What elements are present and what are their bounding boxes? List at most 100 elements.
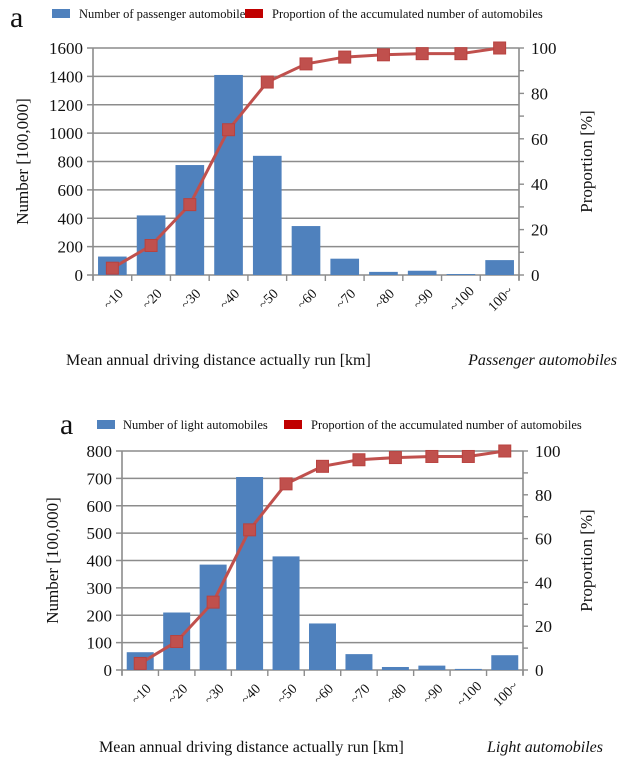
y-tick-label: 300	[87, 579, 113, 598]
line-marker	[498, 444, 512, 458]
x-tick-label: ~50	[256, 287, 282, 313]
line-marker	[206, 595, 220, 609]
y-tick-label: 200	[87, 606, 113, 625]
y2-tick-label: 80	[535, 486, 552, 505]
x-tick-label: ~70	[348, 682, 374, 708]
y2-axis-title: Proportion [%]	[577, 110, 596, 212]
line-marker	[338, 50, 352, 64]
line-marker	[133, 656, 147, 670]
line-marker	[316, 459, 329, 473]
bar	[345, 654, 373, 670]
x-tick-label: ~80	[384, 682, 410, 708]
x-tick-label: ~30	[202, 682, 228, 708]
legend-label-line: Proportion of the accumulated number of …	[311, 418, 582, 432]
y2-tick-label: 100	[531, 39, 557, 58]
y2-tick-label: 40	[535, 573, 552, 592]
bar	[485, 260, 514, 275]
y-tick-label: 1000	[49, 124, 83, 143]
bar	[175, 165, 205, 275]
legend-swatch-line	[245, 9, 263, 18]
line-marker	[454, 47, 468, 61]
line-marker	[461, 449, 475, 463]
y2-tick-label: 60	[535, 530, 552, 549]
panel-label: a	[60, 408, 73, 441]
x-tick-label: ~90	[420, 682, 446, 708]
bar	[291, 226, 321, 275]
line-marker	[260, 75, 274, 89]
chart-caption: Passenger automobiles	[467, 352, 617, 369]
y-tick-label: 1600	[49, 39, 83, 58]
legend-swatch-line	[284, 420, 302, 429]
bar	[252, 155, 282, 275]
bar	[454, 668, 482, 670]
line-marker	[388, 451, 402, 465]
line-marker	[493, 41, 507, 55]
x-tick-label: ~60	[311, 682, 337, 708]
x-tick-label: ~10	[129, 682, 155, 708]
bar	[214, 74, 243, 275]
x-tick-label: ~40	[217, 287, 243, 313]
y2-tick-label: 0	[535, 661, 544, 680]
x-axis-title: Mean annual driving distance actually ru…	[99, 739, 404, 756]
line-marker	[222, 123, 236, 137]
y-tick-label: 600	[58, 181, 84, 200]
x-tick-label: ~60	[295, 287, 321, 313]
y-tick-label: 800	[58, 153, 84, 172]
x-tick-label: ~50	[275, 682, 301, 708]
y2-tick-label: 20	[531, 221, 548, 240]
y-tick-label: 0	[75, 266, 84, 285]
line-marker	[243, 523, 257, 537]
x-tick-label: ~90	[411, 287, 437, 313]
line-marker	[352, 453, 366, 467]
line-marker	[105, 261, 119, 275]
bar	[381, 666, 409, 670]
legend-label-bars: Number of light automobiles	[123, 418, 268, 432]
x-tick-label: ~80	[372, 287, 398, 313]
x-tick-label: 100~	[491, 679, 522, 710]
bar	[272, 556, 300, 670]
bar	[330, 258, 360, 275]
y-tick-label: 100	[87, 634, 113, 653]
y-tick-label: 0	[104, 661, 113, 680]
y2-tick-label: 40	[531, 175, 548, 194]
y-tick-label: 600	[87, 497, 113, 516]
x-axis-title: Mean annual driving distance actually ru…	[66, 352, 371, 369]
y-tick-label: 800	[87, 442, 113, 461]
bar	[418, 665, 446, 670]
y2-tick-label: 100	[535, 442, 561, 461]
line-marker	[170, 635, 184, 649]
chart-panel-2: a Number of light automobiles Proportion o…	[43, 408, 603, 756]
panel-label: a	[10, 1, 23, 34]
bar	[309, 623, 336, 670]
line-marker	[376, 48, 390, 62]
y2-tick-label: 0	[531, 266, 540, 285]
legend-label-line: Proportion of the accumulated number of …	[272, 7, 543, 21]
line-marker	[299, 57, 313, 71]
x-tick-label: ~100	[447, 284, 478, 315]
y-axis-title: Number [100,000]	[43, 497, 62, 624]
y-tick-label: 200	[58, 238, 84, 257]
x-tick-label: ~10	[101, 287, 127, 313]
x-tick-label: ~70	[333, 287, 359, 313]
y2-tick-label: 60	[531, 130, 548, 149]
y-tick-label: 400	[87, 552, 113, 571]
bar	[491, 655, 519, 670]
bar	[369, 271, 398, 275]
line-marker	[279, 477, 293, 491]
chart-panel-1: a Number of passenger automobiles Proporti…	[10, 1, 617, 369]
x-tick-label: ~100	[454, 679, 485, 710]
line-marker	[144, 238, 158, 252]
bar	[236, 477, 264, 670]
line-marker	[415, 47, 429, 61]
y2-axis-title: Proportion [%]	[577, 509, 596, 611]
legend-label-bars: Number of passenger automobiles	[79, 7, 250, 21]
line-marker	[183, 198, 197, 212]
y-tick-label: 1200	[49, 96, 83, 115]
y-tick-label: 700	[87, 469, 113, 488]
x-tick-label: ~20	[140, 287, 166, 313]
y-tick-label: 1400	[49, 67, 83, 86]
x-tick-label: ~40	[238, 682, 264, 708]
line-marker	[425, 449, 439, 463]
legend-swatch-bars	[52, 9, 70, 18]
